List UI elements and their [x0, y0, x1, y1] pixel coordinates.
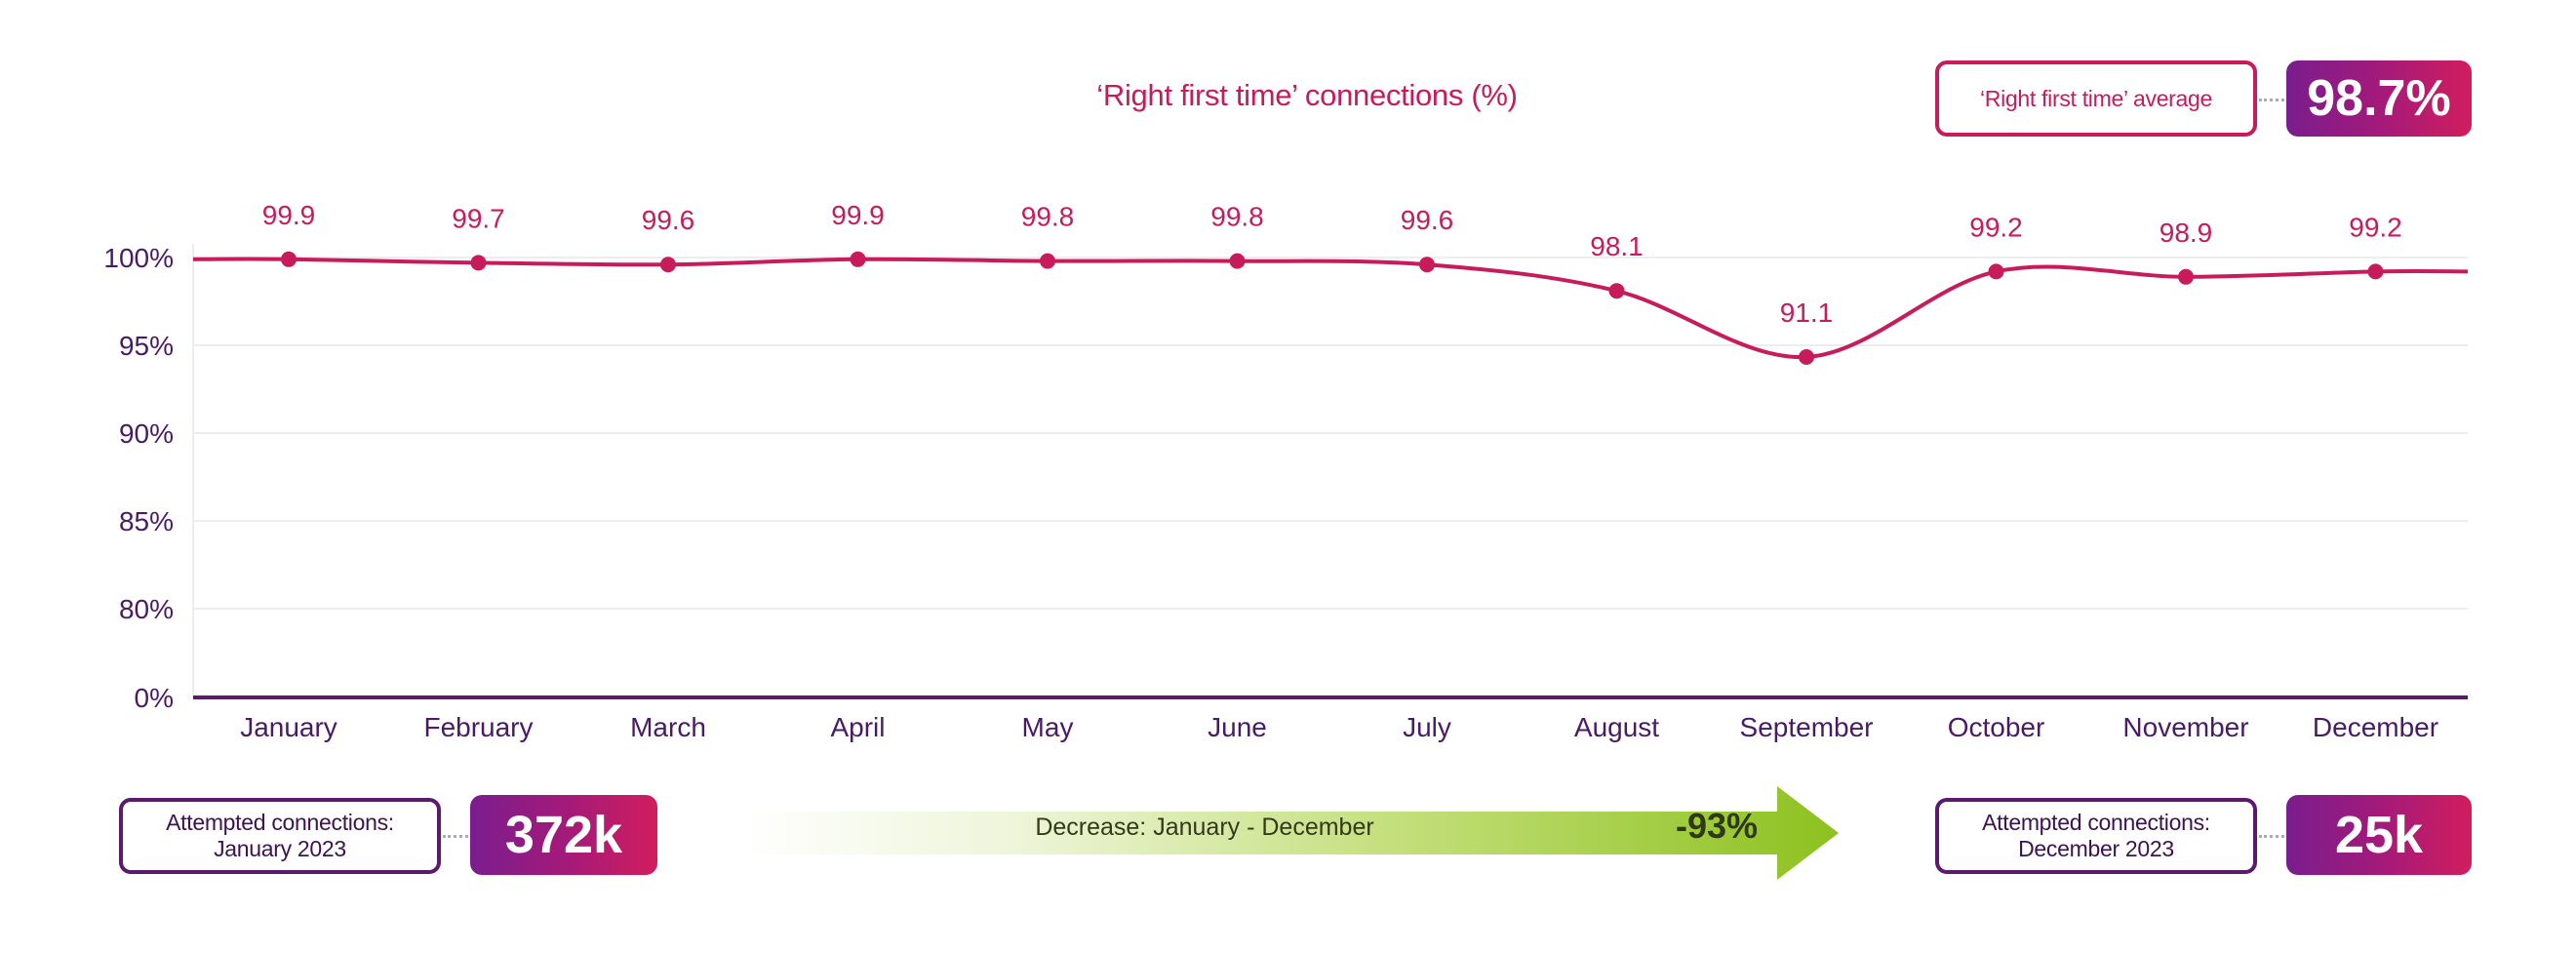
average-label: ‘Right first time’ average: [1979, 85, 2213, 111]
x-tick-label: May: [1022, 712, 1074, 742]
x-tick-label: January: [240, 712, 337, 742]
x-tick-label: October: [1948, 712, 2045, 742]
x-tick-label: June: [1208, 712, 1267, 742]
january-label-line2: January 2023: [214, 836, 346, 861]
december-label-line2: December 2023: [2018, 836, 2174, 861]
x-tick-label: December: [2313, 712, 2438, 742]
y-tick-label: 95%: [119, 331, 174, 361]
data-point: [660, 257, 676, 273]
data-label: 99.2: [1969, 212, 2023, 242]
decrease-value: -93%: [1675, 806, 1759, 846]
x-tick-label: September: [1740, 712, 1874, 742]
data-label: 98.9: [2160, 218, 2213, 248]
january-value: 372k: [504, 806, 623, 864]
grid-lines: [192, 244, 2468, 697]
y-axis-ticks: 100% 95% 90% 85% 80% 0%: [103, 243, 174, 713]
x-tick-label: August: [1574, 712, 1659, 742]
y-tick-label: 85%: [119, 506, 174, 536]
data-point: [2178, 268, 2194, 285]
x-tick-label: March: [630, 712, 706, 742]
december-value: 25k: [2334, 806, 2424, 864]
data-points: [281, 251, 2384, 365]
december-label-box: Attempted connections: December 2023: [1935, 798, 2257, 874]
chart-title: ‘Right first time’ connections (%): [1096, 78, 1518, 112]
y-tick-label: 0%: [135, 683, 174, 713]
y-tick-label: 100%: [103, 243, 174, 273]
data-label: 99.6: [1401, 205, 1454, 235]
data-label: 99.9: [831, 200, 885, 230]
january-connector: [443, 835, 468, 838]
x-axis-ticks: January February March April May June July Augu…: [240, 712, 2438, 742]
data-point: [1608, 283, 1625, 299]
data-label: 91.1: [1780, 298, 1834, 328]
data-point: [1040, 253, 1055, 269]
data-label: 99.7: [452, 203, 505, 233]
january-label-line1: Attempted connections:: [166, 810, 394, 835]
x-tick-label: April: [830, 712, 885, 742]
average-label-box: ‘Right first time’ average: [1935, 60, 2257, 137]
average-connector: [2259, 99, 2284, 101]
december-label-line1: Attempted connections:: [1982, 810, 2210, 835]
data-point: [1229, 253, 1246, 269]
y-tick-label: 90%: [119, 418, 174, 449]
data-point: [281, 251, 297, 267]
data-label: 99.6: [642, 205, 695, 235]
data-point: [850, 251, 866, 267]
december-connector: [2259, 835, 2284, 838]
data-point: [1799, 349, 1814, 365]
data-label: 98.1: [1590, 231, 1644, 261]
data-point: [2367, 263, 2384, 280]
january-label-box: Attempted connections: January 2023: [119, 798, 441, 874]
data-label: 99.8: [1021, 202, 1075, 232]
january-value-badge: 372k: [470, 795, 657, 875]
data-point: [470, 255, 487, 271]
x-tick-label: July: [1403, 712, 1451, 742]
x-tick-label: February: [423, 712, 533, 742]
decrease-arrow: [741, 786, 1839, 880]
december-value-badge: 25k: [2286, 795, 2472, 875]
series-line: [192, 257, 2469, 360]
data-point: [1988, 263, 2004, 280]
data-label: 99.2: [2349, 212, 2402, 242]
decrease-label: Decrease: January - December: [1035, 814, 1374, 841]
average-value: 98.7%: [2307, 70, 2451, 127]
data-label: 99.8: [1210, 202, 1264, 232]
x-tick-label: November: [2122, 712, 2248, 742]
y-tick-label: 80%: [119, 594, 174, 624]
data-label: 99.9: [262, 200, 316, 230]
data-labels: 99.9 99.7 99.6 99.9 99.8 99.8 99.6 98.1 91.1 99.2…: [262, 200, 2402, 328]
average-value-badge: 98.7%: [2286, 60, 2472, 137]
data-point: [1419, 257, 1435, 273]
